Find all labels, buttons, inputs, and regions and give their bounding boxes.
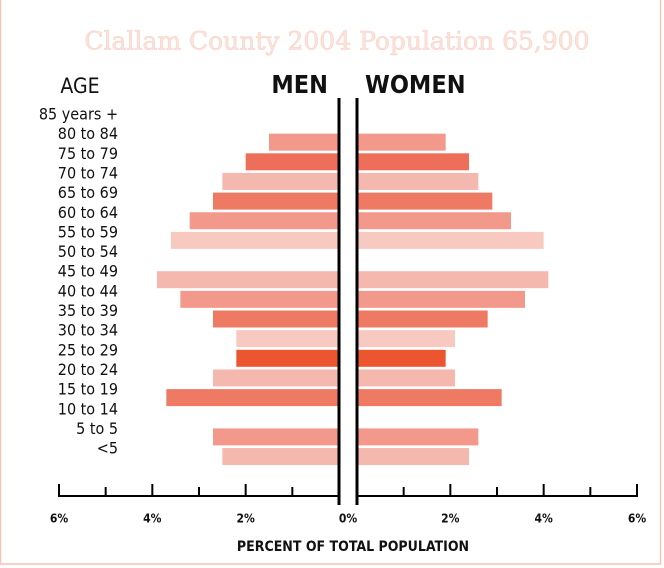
category-label: 30 to 34 <box>58 321 118 340</box>
bar <box>180 290 338 308</box>
category-label: <5 <box>97 439 118 458</box>
x-tick-label: 0% <box>339 512 358 526</box>
category-label: 60 to 64 <box>58 203 118 222</box>
category-axis-title: AGE <box>60 74 99 98</box>
category-label: 10 to 14 <box>58 399 118 418</box>
bar <box>358 330 455 348</box>
bar <box>166 389 338 407</box>
bar <box>213 310 338 328</box>
category-label: 70 to 74 <box>58 163 118 182</box>
bar <box>213 369 338 387</box>
category-label: 45 to 49 <box>58 262 118 281</box>
category-label: 75 to 79 <box>58 144 118 163</box>
bar <box>222 448 338 466</box>
category-label: 35 to 39 <box>58 301 118 320</box>
bar <box>236 330 338 348</box>
bar <box>358 153 469 171</box>
x-tick-label: 4% <box>535 512 554 526</box>
category-label: 85 years + <box>39 105 118 124</box>
bar <box>358 271 549 289</box>
bar <box>236 349 338 367</box>
bar <box>358 192 493 210</box>
bar <box>358 133 446 151</box>
x-tick-label: 6% <box>50 512 69 526</box>
bar <box>358 389 502 407</box>
bar <box>358 172 479 190</box>
bar <box>189 212 338 230</box>
bar <box>358 290 525 308</box>
x-tick-label: 2% <box>441 512 460 526</box>
category-label: 55 to 59 <box>58 222 118 241</box>
category-label: 80 to 84 <box>58 124 118 143</box>
bar <box>171 231 338 249</box>
category-label: 15 to 19 <box>58 380 118 399</box>
bar <box>358 448 469 466</box>
x-axis-title: PERCENT OF TOTAL POPULATION <box>237 539 469 555</box>
bar <box>245 153 338 171</box>
x-tick-label: 6% <box>628 512 647 526</box>
bar <box>213 428 338 446</box>
series-label-men: MEN <box>271 70 328 99</box>
bar <box>358 428 479 446</box>
bar <box>358 369 455 387</box>
bar <box>157 271 338 289</box>
category-label: 25 to 29 <box>58 340 118 359</box>
bar <box>358 212 511 230</box>
chart-title: Clallam County 2004 Population 65,900 <box>84 27 589 56</box>
bar <box>358 310 488 328</box>
x-tick-label: 4% <box>143 512 162 526</box>
category-label: 5 to 5 <box>76 419 118 438</box>
category-label: 20 to 24 <box>58 360 118 379</box>
bar <box>222 172 338 190</box>
category-label: 40 to 44 <box>58 281 118 300</box>
category-label: 65 to 69 <box>58 183 118 202</box>
x-tick-label: 2% <box>237 512 256 526</box>
series-label-women: WOMEN <box>365 70 466 99</box>
bar <box>358 349 446 367</box>
bar <box>213 192 338 210</box>
bar <box>358 231 544 249</box>
category-label: 50 to 54 <box>58 242 118 261</box>
bar <box>269 133 338 151</box>
